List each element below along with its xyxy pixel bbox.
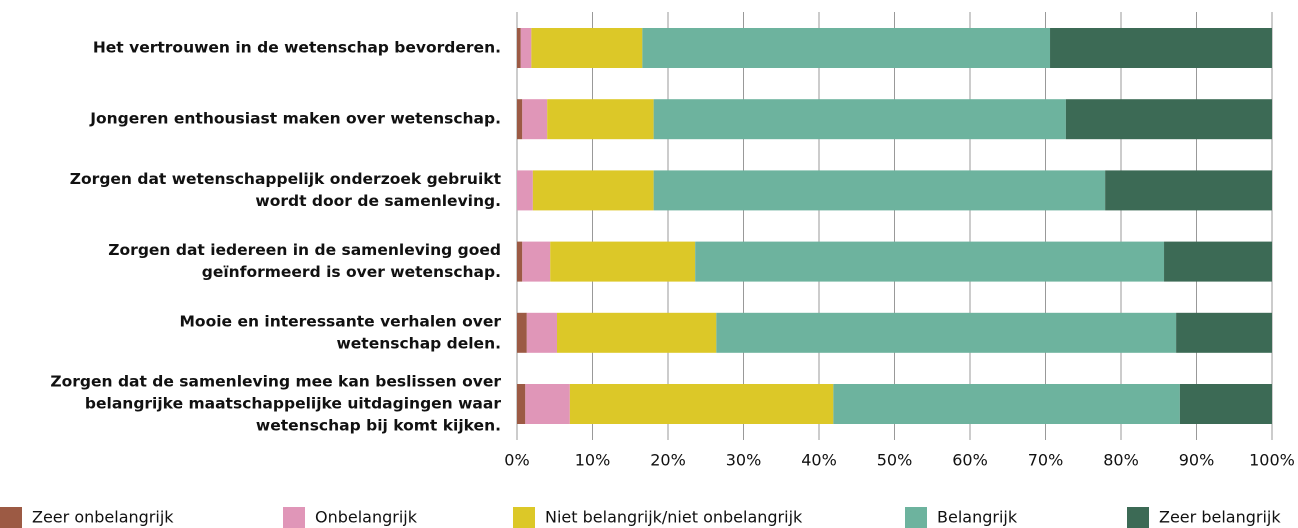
x-tick-label: 60% xyxy=(952,451,988,470)
bar-segment xyxy=(695,241,1165,282)
bar-segment xyxy=(522,99,548,140)
bar-segment xyxy=(547,99,654,140)
bar-segment xyxy=(517,384,526,424)
category-label: Jongeren enthousiast maken over wetensch… xyxy=(89,110,501,128)
bar-segment xyxy=(525,384,570,424)
bar-segment xyxy=(1164,241,1272,282)
x-tick-label: 10% xyxy=(575,451,611,470)
bar-segment xyxy=(569,384,834,424)
bar-segment xyxy=(532,170,654,211)
x-tick-label: 30% xyxy=(726,451,762,470)
bar-segment xyxy=(716,312,1177,353)
bar-segment xyxy=(1105,170,1272,211)
bar-segment xyxy=(642,28,1051,68)
legend-label: Zeer onbelangrijk xyxy=(32,508,174,527)
x-tick-label: 100% xyxy=(1249,451,1295,470)
bar-segment xyxy=(653,170,1106,211)
bar-segment xyxy=(526,312,558,353)
legend-swatch xyxy=(283,507,305,528)
bar-segment xyxy=(517,170,533,211)
x-tick-label: 50% xyxy=(877,451,913,470)
category-label: wetenschap delen. xyxy=(336,334,501,352)
bar-segment xyxy=(517,99,523,140)
x-tick-label: 80% xyxy=(1103,451,1139,470)
bar-segment xyxy=(520,28,532,68)
x-tick-label: 70% xyxy=(1028,451,1064,470)
bar-segment xyxy=(1065,99,1272,140)
category-label: belangrijke maatschappelijke uitdagingen… xyxy=(85,395,501,413)
bar-segment xyxy=(833,384,1180,424)
legend-swatch xyxy=(0,507,22,528)
bar-segment xyxy=(517,28,521,68)
category-label: wordt door de samenleving. xyxy=(255,192,501,210)
bar-segment xyxy=(517,241,523,282)
bar-segment xyxy=(531,28,643,68)
x-tick-label: 0% xyxy=(504,451,529,470)
x-tick-label: 90% xyxy=(1179,451,1215,470)
bar-segment xyxy=(653,99,1066,140)
legend-swatch xyxy=(1127,507,1149,528)
bar-segment xyxy=(522,241,551,282)
bar-segment xyxy=(1176,312,1272,353)
category-label: geïnformeerd is over wetenschap. xyxy=(202,263,501,281)
legend-label: Onbelangrijk xyxy=(315,508,418,527)
x-tick-label: 20% xyxy=(650,451,686,470)
category-label: Mooie en interessante verhalen over xyxy=(180,312,502,330)
category-label: Zorgen dat iedereen in de samenleving go… xyxy=(108,241,501,259)
legend-swatch xyxy=(513,507,535,528)
bar-segment xyxy=(550,241,696,282)
legend-swatch xyxy=(905,507,927,528)
legend-label: Zeer belangrijk xyxy=(1159,508,1281,527)
legend-label: Belangrijk xyxy=(937,508,1018,527)
category-label: Zorgen dat de samenleving mee kan beslis… xyxy=(50,373,501,391)
bar-segment xyxy=(1050,28,1272,68)
bar-segment xyxy=(517,312,527,353)
category-label: Het vertrouwen in de wetenschap bevorder… xyxy=(93,39,501,57)
bar-segment xyxy=(557,312,717,353)
bar-segment xyxy=(1179,384,1272,424)
category-label: Zorgen dat wetenschappelijk onderzoek ge… xyxy=(70,170,502,188)
x-tick-label: 40% xyxy=(801,451,837,470)
category-label: wetenschap bij komt kijken. xyxy=(256,417,501,435)
legend-label: Niet belangrijk/niet onbelangrijk xyxy=(545,508,803,527)
